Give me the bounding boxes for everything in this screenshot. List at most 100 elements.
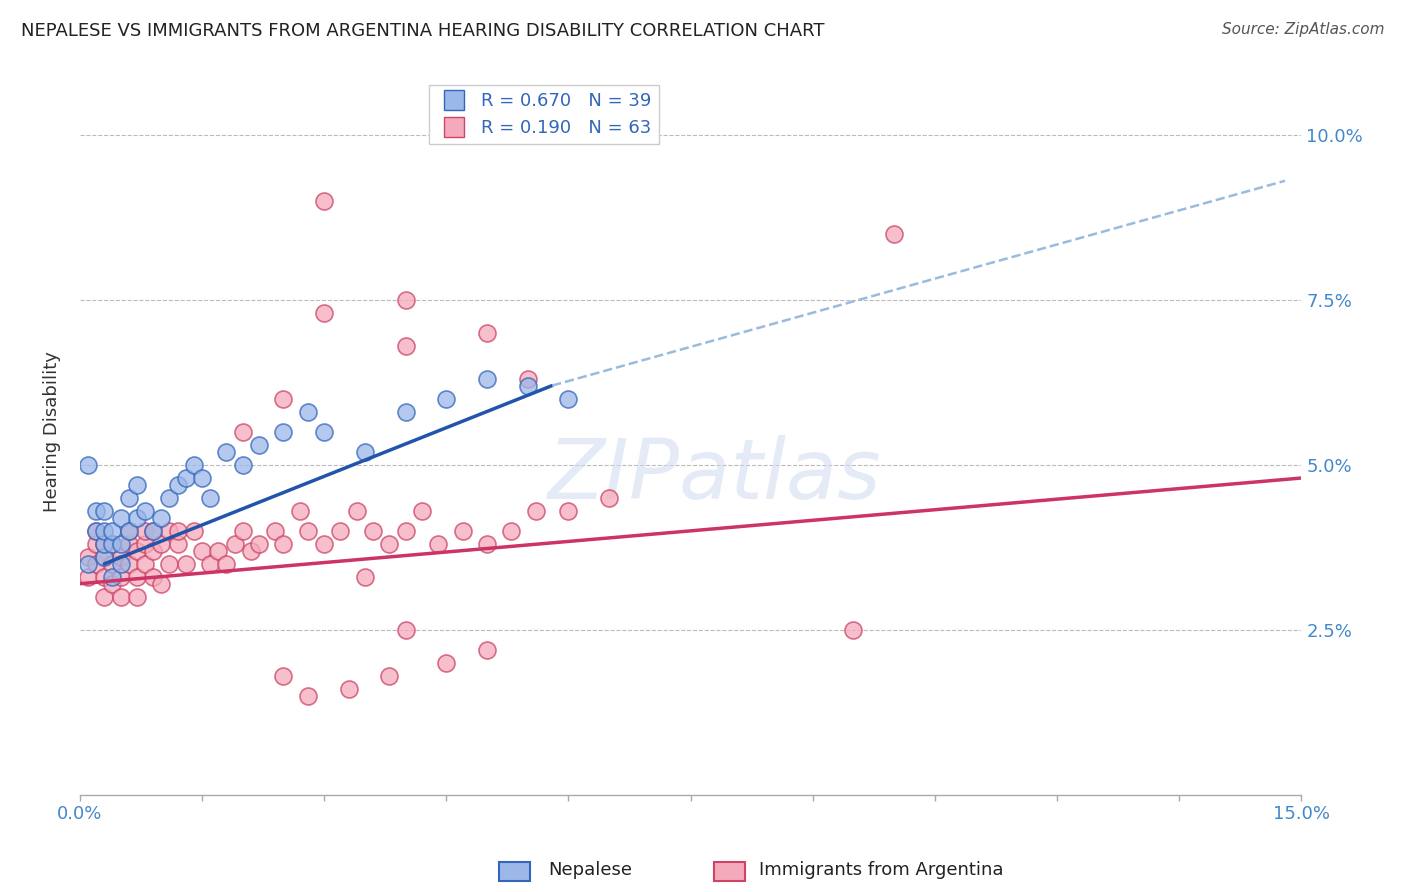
Point (84, 557, 107, 571)
Point (125, 590, 148, 604)
Point (166, 537, 188, 551)
Point (134, 537, 156, 551)
Point (224, 537, 246, 551)
Point (159, 491, 181, 505)
Point (337, 682, 360, 697)
Point (264, 524, 287, 538)
Text: ZIPatlas: ZIPatlas (548, 435, 882, 516)
Point (159, 524, 181, 538)
Point (93, 537, 115, 551)
Point (101, 537, 124, 551)
Point (93, 570, 115, 584)
Point (427, 537, 450, 551)
Point (394, 524, 416, 538)
Point (191, 471, 214, 485)
Text: NEPALESE VS IMMIGRANTS FROM ARGENTINA HEARING DISABILITY CORRELATION CHART: NEPALESE VS IMMIGRANTS FROM ARGENTINA HE… (21, 22, 824, 40)
Point (142, 570, 165, 584)
Text: Nepalese: Nepalese (548, 861, 633, 879)
Point (77, 550, 100, 565)
Point (524, 504, 547, 518)
Point (198, 491, 221, 505)
Point (93, 590, 115, 604)
Point (394, 405, 416, 419)
Point (101, 537, 124, 551)
Point (314, 537, 336, 551)
Point (239, 543, 262, 558)
Point (273, 537, 295, 551)
Y-axis label: Hearing Disability: Hearing Disability (44, 351, 60, 512)
Point (501, 524, 523, 538)
Point (191, 543, 214, 558)
Point (557, 504, 579, 518)
Point (183, 458, 205, 472)
Point (93, 504, 115, 518)
Point (118, 537, 141, 551)
Point (101, 557, 124, 571)
Legend: R = 0.670   N = 39, R = 0.190   N = 63: R = 0.670 N = 39, R = 0.190 N = 63 (429, 85, 659, 145)
Point (101, 570, 124, 584)
Text: Source: ZipAtlas.com: Source: ZipAtlas.com (1222, 22, 1385, 37)
Point (125, 477, 148, 491)
Point (142, 543, 165, 558)
Point (288, 504, 311, 518)
Point (434, 656, 457, 670)
Point (134, 524, 156, 538)
Point (411, 504, 433, 518)
Point (150, 537, 173, 551)
Point (159, 557, 181, 571)
Point (166, 477, 188, 491)
Point (93, 550, 115, 565)
Point (354, 570, 377, 584)
Point (125, 510, 148, 524)
Point (118, 524, 141, 538)
Point (475, 326, 498, 340)
Point (215, 557, 238, 571)
Point (110, 537, 132, 551)
Point (84, 504, 107, 518)
Point (883, 227, 905, 241)
Point (125, 543, 148, 558)
Point (346, 504, 368, 518)
Point (174, 557, 197, 571)
Point (101, 524, 124, 538)
Point (142, 524, 165, 538)
Point (475, 372, 498, 386)
Point (207, 543, 229, 558)
Point (378, 537, 401, 551)
Point (125, 570, 148, 584)
Point (273, 669, 295, 683)
Point (394, 293, 416, 307)
Point (232, 524, 254, 538)
Point (297, 405, 319, 419)
Point (232, 458, 254, 472)
Point (150, 510, 173, 524)
Point (110, 590, 132, 604)
Point (198, 557, 221, 571)
Point (314, 306, 336, 320)
Point (378, 669, 401, 683)
Point (329, 524, 352, 538)
Point (134, 504, 156, 518)
Point (84, 524, 107, 538)
Point (84, 524, 107, 538)
Point (142, 524, 165, 538)
Point (394, 339, 416, 353)
Point (93, 524, 115, 538)
Point (297, 689, 319, 703)
Point (557, 392, 579, 406)
Point (475, 642, 498, 657)
Point (247, 438, 270, 452)
Point (273, 425, 295, 439)
Point (134, 557, 156, 571)
Point (273, 392, 295, 406)
Point (110, 510, 132, 524)
Point (434, 392, 457, 406)
Point (247, 537, 270, 551)
Point (475, 537, 498, 551)
Point (516, 378, 538, 392)
Point (93, 550, 115, 565)
Point (118, 491, 141, 505)
Point (166, 524, 188, 538)
Point (354, 444, 377, 458)
Point (297, 524, 319, 538)
